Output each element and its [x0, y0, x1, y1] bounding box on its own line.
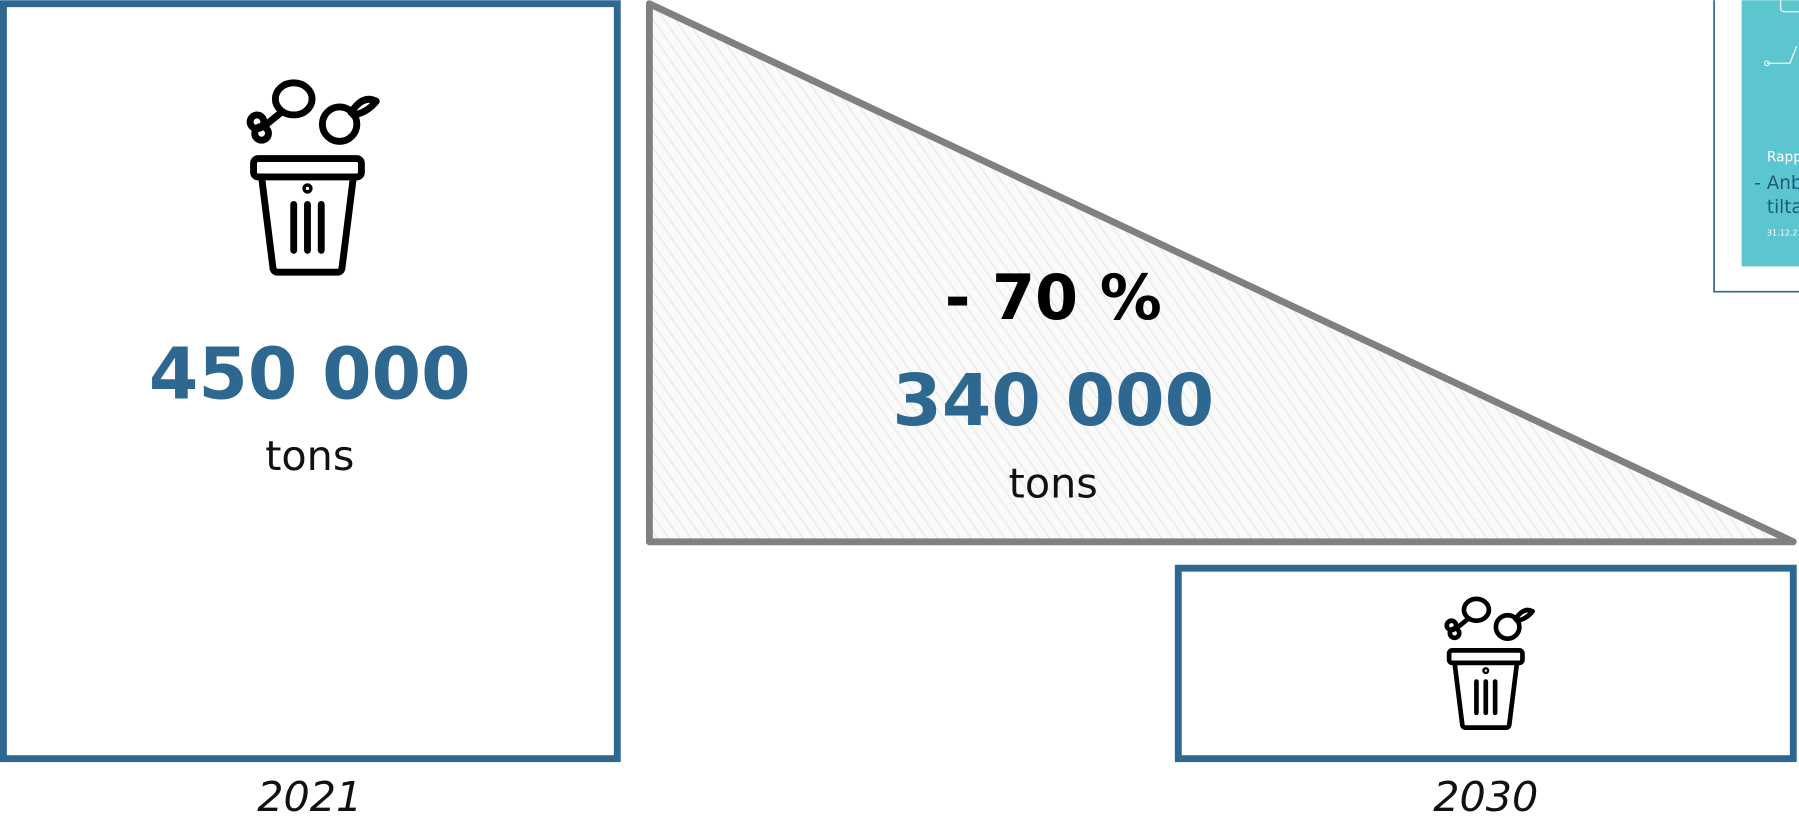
reduction-triangle: [645, 0, 1797, 546]
right-year: 2030: [1433, 773, 1538, 821]
thumbnail-text: - Anb: [1754, 173, 1799, 194]
thumbnail-text: Rapp: [1767, 149, 1799, 165]
left-unit: tons: [265, 432, 354, 480]
left-year: 2021: [257, 773, 362, 821]
middle-unit: tons: [1009, 460, 1098, 508]
thumbnail: Rapp - Anb tilta 31.12.23: [1713, 0, 1799, 293]
left-value: 450 000: [149, 332, 471, 415]
middle-value: 340 000: [892, 359, 1214, 442]
thumbnail-text: tilta: [1767, 197, 1799, 218]
change-label: - 70 %: [945, 261, 1162, 334]
left-box: [0, 0, 621, 763]
thumbnail-text: 31.12.23: [1767, 229, 1799, 238]
